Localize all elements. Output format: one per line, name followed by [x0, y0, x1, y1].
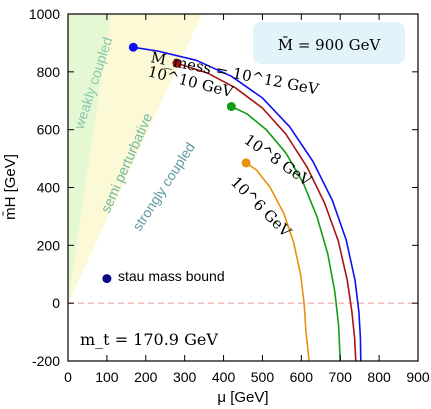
x-tick-label: 500	[251, 369, 275, 385]
series-line-1	[176, 62, 357, 361]
stau-mass-bound-marker	[102, 274, 112, 284]
x-tick-label: 300	[173, 369, 197, 385]
x-tick-label: 600	[290, 369, 314, 385]
curve-label-1e6: 10^6 GeV	[227, 173, 295, 241]
y-tick-label: 600	[37, 122, 61, 138]
x-tick-label: 200	[134, 369, 158, 385]
m-bar-box	[253, 22, 405, 64]
series-line-3	[245, 162, 310, 361]
y-tick-label: 800	[37, 64, 61, 80]
x-tick-label: 0	[64, 369, 72, 385]
series-endpoint-2	[226, 102, 236, 112]
x-tick-label: 400	[212, 369, 236, 385]
series-line-2	[230, 105, 341, 361]
x-tick-label: 100	[95, 369, 119, 385]
x-tick-label: 700	[329, 369, 353, 385]
plot-area	[68, 14, 418, 361]
series-line-0	[133, 46, 362, 361]
top-mass-annotation: m_t = 170.9 GeV	[80, 330, 218, 349]
region-label-strongly-coupled: strongly coupled	[129, 139, 198, 233]
y-tick-label: 0	[52, 295, 60, 311]
y-tick-label: 1000	[29, 6, 60, 22]
stau-mass-bound-label: stau mass bound	[118, 268, 225, 284]
y-tick-label: -200	[32, 353, 60, 369]
region-weakly-coupled	[68, 14, 111, 304]
y-tick-label: 200	[37, 237, 61, 253]
y-tick-label: 400	[37, 180, 61, 196]
series-endpoint-3	[241, 158, 251, 168]
region-semi-perturbative	[68, 14, 203, 304]
curve-label-1e8: 10^8 GeV	[241, 131, 316, 191]
ticks: 0 100 200 300 400 500 600 700 800 900-20002004006…	[29, 6, 430, 385]
x-tick-label: 800	[367, 369, 391, 385]
series-endpoint-0	[128, 42, 138, 52]
x-tick-label: 900	[406, 369, 430, 385]
x-axis-label: μ [GeV]	[217, 389, 268, 406]
series-endpoint-1	[172, 58, 182, 68]
y-axis-label: m̄H [GeV]	[2, 154, 19, 220]
m-bar-annotation: M̄ = 900 GeV	[278, 36, 382, 54]
